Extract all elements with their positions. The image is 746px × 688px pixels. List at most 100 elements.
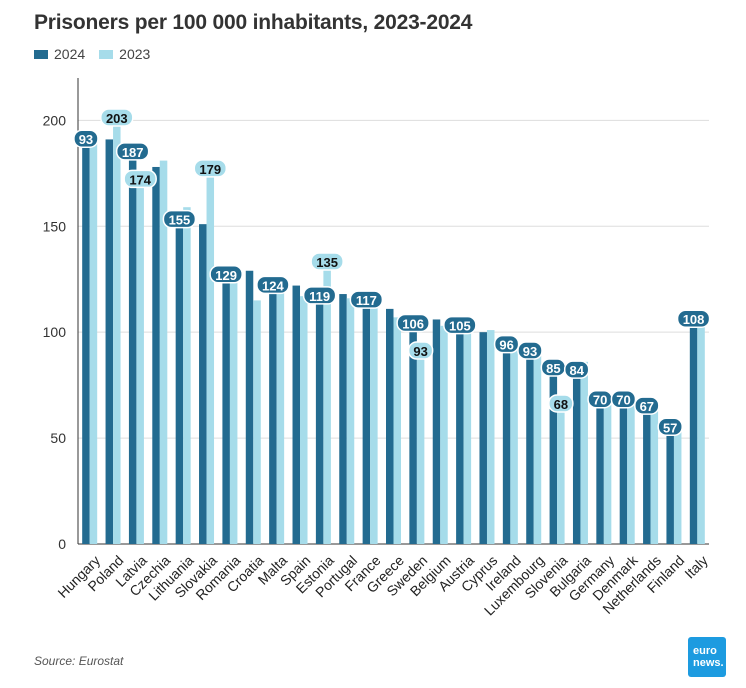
- bar-2024-czechia: [152, 166, 160, 545]
- bar-2024-italy: [689, 315, 698, 544]
- data-label-bg: [676, 309, 711, 328]
- source-note: Source: Eurostat: [34, 654, 124, 668]
- bar-2024-denmark: [619, 395, 628, 544]
- bar-2023-latvia: [136, 175, 144, 544]
- data-label-bg: [407, 341, 434, 360]
- data-label: 155: [169, 213, 191, 228]
- chart-title: Prisoners per 100 000 inhabitants, 2023-…: [34, 11, 473, 34]
- data-label: 70: [593, 393, 607, 408]
- bar-2023-poland: [113, 114, 121, 544]
- data-label: 84: [569, 363, 584, 378]
- bar-2023-slovakia: [206, 164, 215, 544]
- data-label-bg: [610, 389, 637, 409]
- data-label: 203: [106, 111, 128, 126]
- y-tick-label: 150: [43, 218, 67, 234]
- data-label-bg: [123, 169, 157, 189]
- bar-2024-germany: [596, 395, 604, 544]
- data-label-bg: [115, 142, 150, 161]
- data-label: 93: [413, 344, 427, 359]
- euronews-logo: euro news.: [688, 637, 726, 677]
- data-label: 108: [683, 312, 705, 327]
- data-label-bg: [517, 341, 543, 360]
- bar-2023-austria: [463, 327, 472, 544]
- bar-2024-luxembourg: [526, 347, 534, 544]
- data-label: 105: [449, 319, 471, 334]
- data-label-bg: [396, 313, 430, 333]
- bar-2023-malta: [276, 283, 285, 544]
- bar-2024-austria: [456, 321, 464, 544]
- data-label: 174: [129, 172, 151, 187]
- data-label-bg: [310, 252, 344, 271]
- bar-2023-croatia: [253, 300, 261, 544]
- bar-2023-germany: [603, 393, 612, 544]
- bar-2024-lithuania: [175, 215, 184, 544]
- bar-2023-bulgaria: [580, 361, 588, 544]
- bar-2024-france: [362, 296, 371, 544]
- data-label: 57: [663, 420, 677, 435]
- bar-2023-greece: [393, 317, 401, 544]
- bar-2024-hungary: [82, 135, 90, 544]
- bar-2023-cyprus: [486, 330, 495, 544]
- data-label: 67: [640, 399, 654, 414]
- data-label-bg: [302, 286, 337, 305]
- bar-2024-spain: [292, 285, 301, 544]
- data-label: 124: [262, 278, 284, 293]
- bar-chart: 050100150200HungaryPolandLatviaCzechiaLi…: [43, 78, 711, 619]
- bar-2024-latvia: [128, 147, 137, 544]
- bar-2023-romania: [229, 274, 238, 544]
- legend-swatch-2024: [34, 49, 48, 59]
- bar-2024-croatia: [245, 270, 254, 544]
- data-label-bg: [100, 108, 134, 127]
- bar-2023-france: [370, 300, 378, 544]
- data-label: 93: [79, 132, 93, 147]
- bar-2024-sweden: [409, 319, 417, 544]
- data-label: 70: [616, 393, 630, 408]
- bar-2023-hungary: [89, 139, 98, 544]
- y-tick-label: 200: [43, 112, 67, 128]
- y-tick-label: 50: [50, 430, 66, 446]
- bar-2023-czechia: [159, 160, 168, 545]
- bar-2024-ireland: [502, 340, 511, 544]
- data-label-bg: [73, 129, 99, 148]
- data-label: 85: [546, 361, 560, 376]
- data-label-bg: [493, 334, 520, 354]
- bar-2024-cyprus: [479, 332, 487, 544]
- bar-2023-belgium: [440, 325, 448, 544]
- data-label: 129: [215, 268, 237, 283]
- bar-2023-estonia: [323, 258, 331, 544]
- bar-2023-ireland: [510, 347, 518, 544]
- data-label: 117: [356, 293, 377, 308]
- bar-2023-luxembourg: [533, 349, 542, 544]
- bar-2023-portugal: [346, 298, 355, 544]
- bar-2024-slovenia: [549, 363, 558, 544]
- data-label: 93: [523, 344, 537, 359]
- bar-2024-finland: [666, 423, 674, 544]
- legend-label-2023: 2023: [119, 46, 151, 62]
- data-label-bg: [548, 394, 574, 413]
- data-label-bg: [349, 290, 384, 309]
- bar-2024-romania: [222, 270, 230, 544]
- bar-2023-denmark: [627, 395, 635, 544]
- data-label: 119: [309, 289, 330, 304]
- data-label-bg: [443, 315, 477, 335]
- bar-2023-netherlands: [650, 404, 659, 544]
- data-label-bg: [563, 360, 590, 379]
- bar-2024-portugal: [339, 294, 347, 544]
- y-tick-label: 100: [43, 324, 67, 340]
- bar-2024-poland: [105, 139, 114, 544]
- bar-2023-spain: [300, 296, 308, 544]
- bar-2024-greece: [386, 308, 394, 544]
- data-label: 96: [499, 338, 513, 353]
- bar-2023-finland: [673, 427, 682, 544]
- bar-2023-italy: [697, 319, 705, 544]
- data-label-bg: [193, 159, 228, 178]
- legend: 2024 2023: [34, 46, 150, 62]
- legend-swatch-2023: [99, 49, 114, 59]
- data-label: 179: [199, 162, 221, 177]
- data-label-bg: [256, 275, 290, 295]
- legend-item-2024: 2024: [34, 46, 85, 62]
- legend-label-2024: 2024: [54, 46, 86, 62]
- legend-item-2023: 2023: [99, 46, 150, 62]
- bar-2023-sweden: [416, 347, 425, 544]
- data-label: 106: [402, 316, 424, 331]
